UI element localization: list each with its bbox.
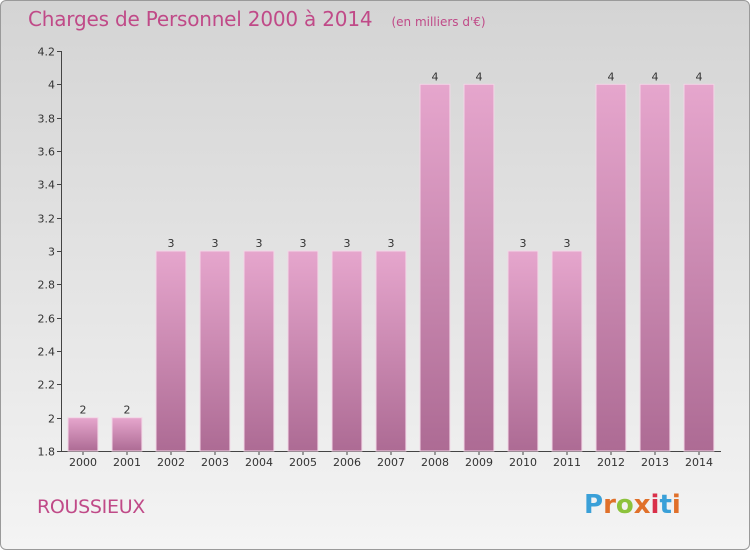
- x-tick-label: 2000: [69, 456, 97, 469]
- bar: [375, 250, 407, 452]
- bar: [111, 417, 143, 452]
- bar: [155, 250, 187, 452]
- y-tick-label: 4: [48, 79, 55, 92]
- bar-value-label: 2: [124, 404, 131, 417]
- x-tick-label: 2013: [641, 456, 669, 469]
- bar-value-label: 4: [608, 70, 615, 83]
- y-tick-label: 3.6: [38, 146, 56, 159]
- bars: [67, 83, 715, 452]
- y-tick-label: 2.4: [38, 346, 56, 359]
- bar-value-label: 4: [432, 70, 439, 83]
- x-tick-label: 2003: [201, 456, 229, 469]
- bar-value-label: 4: [476, 70, 483, 83]
- title-row: Charges de Personnel 2000 à 2014 (en mil…: [28, 7, 486, 31]
- logo-letter: P: [584, 490, 604, 520]
- logo-letter: t: [659, 490, 672, 520]
- bar-value-label: 3: [520, 237, 527, 250]
- chart-title: Charges de Personnel 2000 à 2014: [28, 7, 373, 31]
- bar: [331, 250, 363, 452]
- bar: [419, 83, 451, 452]
- x-tick-label: 2010: [509, 456, 537, 469]
- x-tick-label: 2001: [113, 456, 141, 469]
- bar-value-label: 3: [300, 237, 307, 250]
- bar-value-label: 3: [564, 237, 571, 250]
- bar-value-label: 2: [80, 404, 87, 417]
- y-tick-label: 3.8: [38, 113, 56, 126]
- bar-value-label: 3: [168, 237, 175, 250]
- x-tick-label: 2007: [377, 456, 405, 469]
- logo-letter: x: [633, 490, 651, 520]
- bar: [551, 250, 583, 452]
- bar-value-label: 4: [652, 70, 659, 83]
- y-tick-label: 2.8: [38, 279, 56, 292]
- bar: [243, 250, 275, 452]
- bar-value-label: 3: [212, 237, 219, 250]
- y-tick-label: 4.2: [38, 46, 56, 59]
- bar-value-label: 4: [696, 70, 703, 83]
- x-tick-label: 2009: [465, 456, 493, 469]
- bar: [507, 250, 539, 452]
- bar: [595, 83, 627, 452]
- y-tick-label: 3.4: [38, 179, 56, 192]
- commune-name: ROUSSIEUX: [37, 496, 146, 518]
- x-tick-label: 2008: [421, 456, 449, 469]
- x-tick-label: 2012: [597, 456, 625, 469]
- logo-letter: i: [671, 490, 681, 520]
- logo-letter: o: [615, 490, 634, 520]
- y-tick-label: 2.2: [38, 379, 56, 392]
- x-tick-label: 2005: [289, 456, 317, 469]
- logo-letter: r: [603, 490, 616, 520]
- chart-subtitle: (en milliers d'€): [391, 15, 486, 29]
- x-tick-label: 2011: [553, 456, 581, 469]
- bar-value-label: 3: [256, 237, 263, 250]
- bar: [463, 83, 495, 452]
- x-tick-label: 2002: [157, 456, 185, 469]
- bar: [199, 250, 231, 452]
- x-tick-label: 2004: [245, 456, 273, 469]
- x-tick-label: 2014: [685, 456, 713, 469]
- bar-value-label: 3: [388, 237, 395, 250]
- y-tick-label: 2: [48, 413, 55, 426]
- y-tick-label: 1.8: [38, 446, 56, 459]
- y-tick-label: 2.6: [38, 313, 56, 326]
- bar: [639, 83, 671, 452]
- proxiti-logo: Proxiti: [584, 490, 681, 520]
- y-tick-label: 3: [48, 246, 55, 259]
- y-tick-label: 3.2: [38, 213, 56, 226]
- x-tick-label: 2006: [333, 456, 361, 469]
- labels: 2 2000 2 2001 3 2002 3 2003 3 2004 3 2005 3 2006 3 2007…: [69, 70, 713, 469]
- bar: [67, 417, 99, 452]
- logo-letter: i: [650, 490, 660, 520]
- bar-value-label: 3: [344, 237, 351, 250]
- bar: [683, 83, 715, 452]
- bar: [287, 250, 319, 452]
